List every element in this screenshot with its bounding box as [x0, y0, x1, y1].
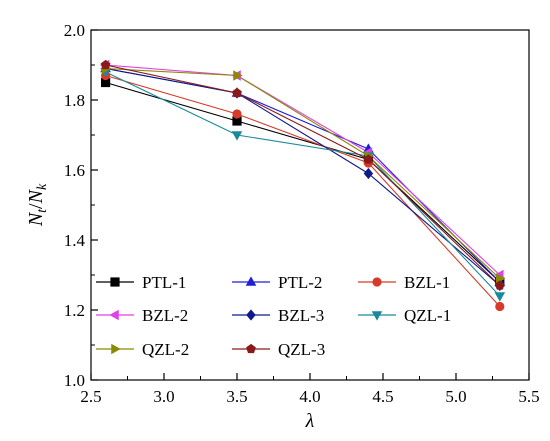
legend-label: BZL-3 [278, 306, 324, 325]
series-line-bzl-1 [105, 74, 501, 307]
y-axis-label-slash: / [25, 203, 47, 209]
legend-item-qzl-2: QZL-2 [96, 340, 189, 359]
series-line-qzl-3 [105, 64, 501, 286]
y-tick-label: 1.4 [64, 231, 86, 250]
legend-marker [110, 277, 120, 287]
legend-label: QZL-2 [142, 340, 189, 359]
legend-marker [372, 277, 382, 287]
legend-label: BZL-2 [142, 306, 188, 325]
legend-marker [246, 343, 256, 354]
y-axis-label-main-2: N [25, 188, 47, 204]
data-point-qzl-3 [100, 59, 111, 70]
y-tick-label: 1.2 [64, 301, 85, 320]
y-tick-label: 2.0 [64, 21, 85, 40]
series-line-ptl-1 [105, 81, 501, 283]
legend-label: PTL-2 [278, 273, 322, 292]
legend-item-qzl-1: QZL-1 [358, 306, 451, 325]
legend-label: PTL-1 [142, 273, 186, 292]
legend-item-ptl-2: PTL-2 [232, 273, 322, 292]
y-tick-label: 1.6 [64, 161, 85, 180]
legend-marker [246, 309, 256, 321]
data-point-qzl-1 [494, 292, 506, 302]
legend-marker [109, 309, 119, 321]
legend-marker [111, 343, 121, 355]
data-point-qzl-1 [231, 131, 243, 141]
data-point-qzl-3 [232, 87, 242, 98]
axis-ticks [90, 29, 530, 381]
y-axis-label: Nt/Nk [25, 183, 50, 227]
series-line-bzl-2 [105, 64, 501, 276]
legend-item-bzl-2: BZL-2 [96, 306, 188, 325]
data-point-qzl-2 [496, 273, 506, 284]
x-tick-label: 2.5 [80, 387, 101, 406]
y-axis-label-sub2: k [35, 183, 50, 190]
legend-marker [245, 276, 257, 286]
y-axis-label-sub1: t [35, 208, 50, 213]
series-line-qzl-1 [105, 71, 501, 297]
x-tick-label: 5.0 [445, 387, 466, 406]
data-point-bzl-1 [495, 301, 505, 312]
legend-item-qzl-3: QZL-3 [232, 340, 325, 359]
legend-item-bzl-3: BZL-3 [232, 306, 324, 325]
series-lines [105, 64, 501, 307]
legend-item-bzl-1: BZL-1 [358, 273, 450, 292]
y-tick-label: 1.8 [64, 91, 85, 110]
data-point-qzl-3 [494, 280, 505, 290]
x-tick-label: 4.0 [299, 387, 320, 406]
y-axis-label-main: N [25, 211, 47, 227]
legend-label: QZL-3 [278, 340, 325, 359]
x-axis-label: λ [305, 410, 315, 432]
legend: PTL-1 PTL-2 BZL-1 BZL-2 BZL-3 QZL-1 QZL-2 QZL-3 [96, 273, 451, 359]
legend-marker [371, 311, 383, 321]
legend-label: QZL-1 [404, 306, 451, 325]
y-tick-label: 1.0 [64, 371, 85, 390]
legend-item-ptl-1: PTL-1 [96, 273, 186, 292]
data-point-bzl-1 [232, 109, 242, 119]
series-line-qzl-2 [105, 67, 501, 279]
series-line-bzl-3 [105, 67, 501, 286]
data-point-qzl-2 [233, 70, 243, 81]
x-tick-label: 5.5 [518, 387, 539, 406]
data-point-bzl-3 [363, 167, 374, 180]
series-markers [99, 59, 506, 312]
x-tick-label: 4.5 [372, 387, 393, 406]
data-point-qzl-3 [363, 154, 374, 164]
legend-label: BZL-1 [404, 273, 450, 292]
x-tick-label: 3.0 [153, 387, 174, 406]
plot-frame [90, 29, 530, 381]
x-tick-label: 3.5 [226, 387, 247, 406]
axis-tick-labels: 2.5 3.0 3.5 4.0 4.5 5.0 5.5 1.0 1.2 1.4 1.6 1.8 2.0 [64, 21, 540, 406]
